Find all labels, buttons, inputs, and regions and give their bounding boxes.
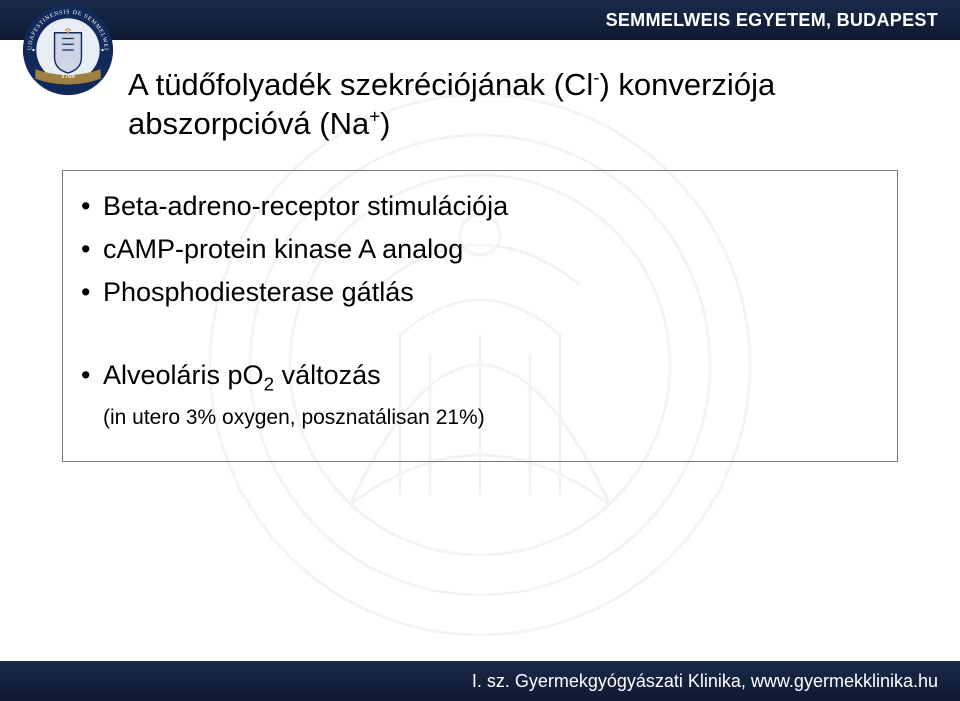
slide-title: A tüdőfolyadék szekréciójának (Cl-) konv… <box>128 66 920 144</box>
bullet-list-2: Alveoláris pO2 változás (in utero 3% oxy… <box>75 356 885 434</box>
header-bar: SEMMELWEIS EGYETEM, BUDAPEST <box>0 0 960 40</box>
title-line-2: abszorpcióvá (Na+) <box>128 105 920 144</box>
logo-year: 1769 <box>61 73 75 80</box>
university-seal-logo: BUDAPESTINENSIS DE SEMMELWEIS NOMINATA 1… <box>20 2 116 98</box>
spacer <box>75 316 885 356</box>
bullet-item: Phosphodiesterase gátlás <box>75 273 885 312</box>
bullet-list: Beta-adreno-receptor stimulációja cAMP-p… <box>75 187 885 312</box>
bullet-item: Beta-adreno-receptor stimulációja <box>75 187 885 226</box>
bullet-item-alveolar: Alveoláris pO2 változás (in utero 3% oxy… <box>75 356 885 434</box>
title-line-1: A tüdőfolyadék szekréciójának (Cl-) konv… <box>128 66 920 105</box>
bullet-item: cAMP-protein kinase A analog <box>75 230 885 269</box>
header-title: SEMMELWEIS EGYETEM, BUDAPEST <box>606 10 938 31</box>
footer-bar: I. sz. Gyermekgyógyászati Klinika, www.g… <box>0 661 960 701</box>
footer-text: I. sz. Gyermekgyógyászati Klinika, www.g… <box>472 671 938 692</box>
alveolar-note: (in utero 3% oxygen, posznatálisan 21%) <box>103 406 485 429</box>
content-box: Beta-adreno-receptor stimulációja cAMP-p… <box>62 170 898 462</box>
